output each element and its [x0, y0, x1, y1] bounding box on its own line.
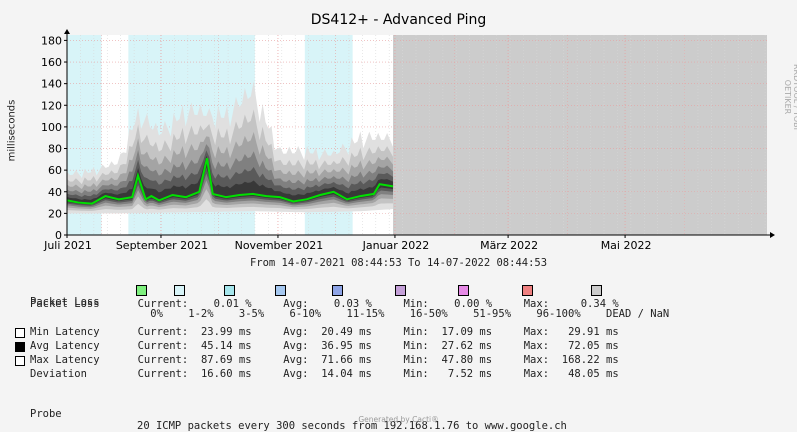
stat-max-label: Max:: [523, 298, 550, 310]
stat-current-value: 87.69 ms: [200, 354, 252, 366]
x-tick-label: Mai 2022: [601, 239, 652, 252]
stat-current-value: 0.01 %: [213, 298, 252, 310]
stat-current-value: 45.14 ms: [200, 340, 252, 352]
stat-min-value: 17.09 ms: [441, 326, 493, 338]
loss-swatch: [173, 285, 185, 296]
stat-max-label: Max:: [523, 368, 550, 380]
stat-max-value: 168.22 ms: [561, 354, 619, 366]
generated-by-footer: Generated by Cacti®: [358, 415, 439, 424]
stat-min-value: 0.00 %: [454, 298, 493, 310]
loss-swatch-label: 0%: [150, 308, 163, 320]
packet-loss-legend: Packet Loss 0% 1-2% 3-5% 6-10% 11-15% 16-50% 5…: [30, 284, 669, 320]
stat-max-value: 0.34 %: [580, 298, 619, 310]
x-tick-label: September 2021: [116, 239, 208, 252]
time-range-text: From 14-07-2021 08:44:53 To 14-07-2022 0…: [249, 257, 548, 269]
stat-current-label: Current:: [137, 340, 189, 352]
stat-avg-value: 14.04 ms: [321, 368, 372, 380]
stat-avg-label: Avg:: [283, 354, 309, 366]
stat-current-value: 23.99 ms: [200, 326, 252, 338]
loss-swatch-label: 96-100%: [536, 308, 581, 320]
loss-swatch: [521, 285, 533, 296]
loss-swatch-label: 6-10%: [289, 308, 322, 320]
latency-smoke-layer: [67, 155, 394, 205]
loss-band: [393, 35, 767, 235]
stat-avg-value: 20.49 ms: [321, 326, 372, 338]
y-tick-label: 140: [41, 78, 62, 91]
loss-swatch-label: 16-50%: [409, 308, 448, 320]
x-axis-arrow: [770, 232, 775, 238]
y-tick-label: 160: [41, 56, 62, 69]
stat-current-value: 16.60 ms: [200, 368, 252, 380]
stat-min-value: 7.52 ms: [447, 368, 493, 380]
loss-swatch-label: 51-95%: [473, 308, 512, 320]
stat-max-label: Max:: [523, 326, 550, 338]
stat-max-label: Max:: [523, 340, 550, 352]
y-tick-label: 120: [41, 99, 62, 112]
stat-min-label: Min:: [403, 354, 429, 366]
y-tick-label: 80: [48, 143, 62, 156]
stats-row-label: Min Latency: [30, 326, 100, 338]
stat-avg-value: 36.95 ms: [321, 340, 372, 352]
stats-row-label: Max Latency: [30, 354, 100, 366]
stat-max-value: 48.05 ms: [568, 368, 619, 380]
stats-row-label: Packet Loss: [30, 298, 100, 310]
stat-min-label: Min:: [403, 368, 429, 380]
x-tick-label: Juli 2021: [43, 239, 92, 252]
x-tick-label: Januar 2022: [362, 239, 430, 252]
x-tick-label: März 2022: [480, 239, 538, 252]
y-tick-label: 100: [41, 121, 62, 134]
y-tick-label: 40: [48, 186, 62, 199]
stats-row-label: Avg Latency: [30, 340, 100, 352]
y-tick-label: 180: [41, 34, 62, 47]
series-color-box: [15, 356, 25, 366]
probe-label: Probe: [30, 408, 62, 420]
stat-avg-label: Avg:: [283, 326, 309, 338]
avg-latency-line: [66, 158, 394, 205]
loss-swatch: [274, 285, 286, 296]
y-tick-label: 0: [55, 229, 62, 242]
series-color-box: [15, 328, 25, 338]
loss-swatch-label: 3-5%: [238, 308, 265, 320]
packet-loss-legend-label: Packet Loss: [30, 296, 100, 308]
stat-avg-value: 0.03 %: [333, 298, 372, 310]
latency-chart: 0 20 40 60 80 100 120 140 160 180 Juli 2021 Septemb…: [41, 29, 775, 252]
stat-min-value: 27.62 ms: [441, 340, 493, 352]
loss-swatch: [331, 285, 343, 296]
stat-avg-label: Avg:: [283, 340, 309, 352]
series-color-box: [15, 342, 25, 352]
stat-min-label: Min:: [403, 298, 429, 310]
stat-current-label: Current:: [137, 326, 189, 338]
probe-row: Probe 20 ICMP packets every 300 seconds …: [30, 396, 567, 432]
stat-current-label: Current:: [137, 368, 189, 380]
loss-swatch: [135, 285, 147, 296]
stat-avg-label: Avg:: [283, 368, 309, 380]
y-axis-arrow: [64, 29, 70, 34]
stat-current-label: Current:: [137, 354, 189, 366]
stat-avg-label: Avg:: [283, 298, 309, 310]
chart-title: DS412+ - Advanced Ping: [310, 12, 487, 28]
loss-swatch-label: DEAD / NaN: [606, 308, 670, 320]
loss-swatch-label: 11-15%: [346, 308, 385, 320]
x-tick-label: November 2021: [235, 239, 324, 252]
loss-swatch: [458, 285, 470, 296]
y-tick-label: 60: [48, 164, 62, 177]
loss-swatch-label: 1-2%: [188, 308, 214, 320]
stats-row-label: Deviation: [30, 368, 87, 380]
y-tick-label: 20: [48, 207, 62, 220]
stat-max-label: Max:: [523, 354, 550, 366]
stat-min-label: Min:: [403, 326, 429, 338]
stat-min-label: Min:: [403, 340, 429, 352]
stat-max-value: 72.05 ms: [568, 340, 619, 352]
loss-swatch: [224, 285, 236, 296]
stat-max-value: 29.91 ms: [568, 326, 619, 338]
stat-avg-value: 71.66 ms: [321, 354, 372, 366]
loss-swatch: [395, 285, 407, 296]
stat-min-value: 47.80 ms: [441, 354, 493, 366]
probe-text: 20 ICMP packets every 300 seconds from 1…: [137, 420, 567, 432]
stat-current-label: Current:: [137, 298, 189, 310]
loss-swatch: [591, 285, 603, 296]
